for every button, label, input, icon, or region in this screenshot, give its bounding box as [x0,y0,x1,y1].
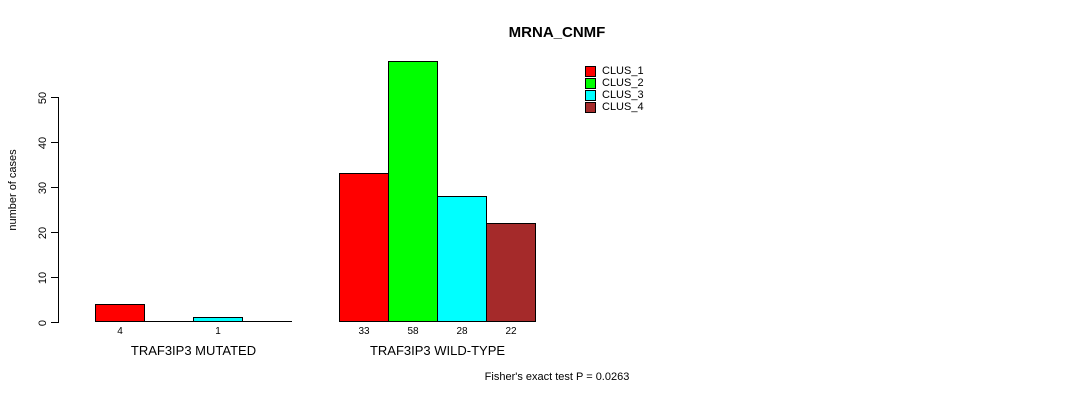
legend-label: CLUS_2 [602,77,644,89]
chart-legend: CLUS_1 CLUS_2 CLUS_3 CLUS_4 [585,66,644,114]
y-axis-tick [51,277,58,278]
bar-clus_1-wild-type [339,173,389,322]
y-tick-label: 0 [37,319,49,326]
bar-value-label: 1 [215,326,221,337]
x-category-label: TRAF3IP3 MUTATED [130,343,257,358]
legend-swatch-clus_1 [585,66,596,77]
legend-swatch-clus_4 [585,102,596,113]
annotation-fisher-test: Fisher's exact test P = 0.0263 [484,371,630,383]
legend-label: CLUS_1 [602,65,644,77]
legend-swatch-clus_3 [585,90,596,101]
y-axis-tick [51,142,58,143]
bar-clus_3-wild-type [437,196,487,322]
bar-value-label: 28 [456,326,468,337]
y-tick-label: 20 [37,226,49,239]
y-tick-label: 50 [37,91,49,104]
bar-clus_1-mutated [95,304,145,322]
bar-value-label: 58 [407,326,419,337]
y-axis-tick [51,97,58,98]
x-category-label: TRAF3IP3 WILD-TYPE [369,343,506,358]
y-axis-tick [51,322,58,323]
chart-title: MRNA_CNMF [508,24,606,41]
legend-row: CLUS_3 [585,90,644,101]
bar-clus_2-wild-type [388,61,438,322]
y-tick-label: 30 [37,181,49,194]
y-axis-line [58,97,59,323]
legend-label: CLUS_3 [602,89,644,101]
bar-value-label: 33 [358,326,370,337]
y-tick-label: 10 [37,271,49,284]
bar-value-label: 4 [117,326,123,337]
legend-row: CLUS_4 [585,102,644,113]
legend-label: CLUS_4 [602,101,644,113]
bar-value-label: 22 [505,326,517,337]
y-axis-tick [51,232,58,233]
legend-row: CLUS_2 [585,78,644,89]
bar-clus_4-wild-type [486,223,536,322]
legend-row: CLUS_1 [585,66,644,77]
y-tick-label: 40 [37,136,49,149]
y-axis-tick [51,187,58,188]
legend-swatch-clus_2 [585,78,596,89]
bar-clus_3-mutated [193,317,243,322]
